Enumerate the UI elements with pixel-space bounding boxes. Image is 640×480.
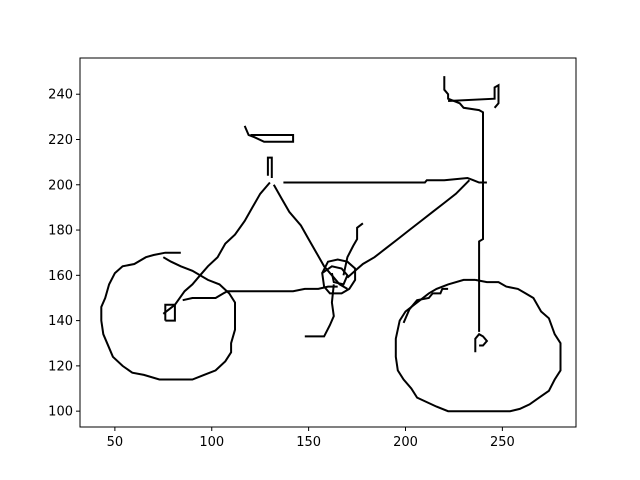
y-tick-label: 200	[48, 178, 73, 193]
x-tick-label: 200	[393, 435, 418, 450]
line-series-seatpost	[266, 156, 273, 178]
y-axis: 100 120 140 160 180 200 220 240	[48, 88, 80, 420]
line-series-fork	[443, 76, 484, 332]
line-series-crank-pedal-down	[304, 284, 335, 338]
line-series-front-hub	[474, 332, 489, 353]
line-series-seat-stay	[162, 181, 271, 315]
x-tick-label: 50	[107, 435, 124, 450]
line-series-front-wheel	[394, 278, 562, 413]
plot-area-frame	[79, 57, 577, 428]
line-series-rear-dropout	[164, 303, 176, 322]
line-series-saddle	[243, 125, 295, 143]
line-series-handlebar	[448, 83, 500, 109]
line-series-chainring	[321, 258, 357, 295]
line-series-partial-arc	[402, 287, 449, 324]
x-tick-label: 100	[199, 435, 224, 450]
line-series-crank-pedal-up	[342, 222, 364, 276]
line-series-top-tube	[283, 176, 487, 184]
x-axis: 50 100 150 200 250	[107, 427, 515, 450]
line-series-chain-stay	[182, 285, 338, 302]
x-tick-label: 150	[296, 435, 321, 450]
y-tick-label: 160	[48, 269, 73, 284]
y-tick-label: 140	[48, 314, 73, 329]
x-tick-label: 250	[490, 435, 515, 450]
line-series-seat-tube	[272, 184, 348, 290]
y-tick-label: 240	[48, 88, 73, 103]
y-tick-label: 120	[48, 359, 73, 374]
plot-lines	[100, 76, 562, 413]
y-tick-label: 100	[48, 405, 73, 420]
y-tick-label: 220	[48, 133, 73, 148]
y-tick-label: 180	[48, 224, 73, 239]
line-series-down-tube	[346, 179, 471, 279]
line-series-rear-wheel	[100, 251, 236, 381]
